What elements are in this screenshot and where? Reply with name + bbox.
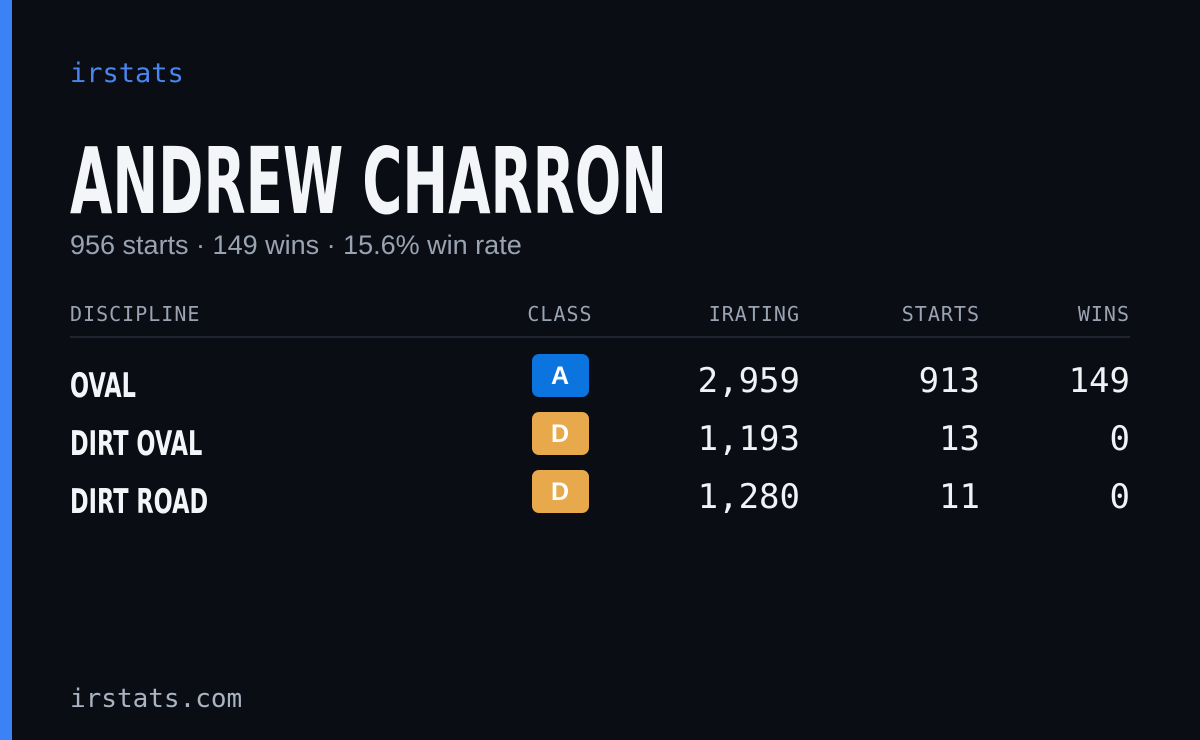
summary: 956 starts · 149 wins · 15.6% win rate: [70, 230, 522, 260]
irating: 1,193: [698, 419, 800, 459]
starts: 13: [939, 419, 980, 459]
player-name: ANDREW CHARRON: [70, 128, 667, 235]
irating: 1,280: [698, 477, 800, 517]
footer-site: irstats.com: [70, 684, 242, 714]
class-letter: D: [551, 478, 569, 506]
column-header: CLASS: [527, 302, 592, 326]
column-header: DISCIPLINE: [70, 302, 200, 326]
column-header: WINS: [1078, 302, 1130, 326]
brand: irstats: [70, 58, 184, 89]
starts: 11: [939, 477, 980, 517]
class-badge: [532, 470, 589, 513]
class-badge: [532, 354, 589, 397]
discipline: OVAL: [70, 365, 136, 405]
wins: 0: [1110, 419, 1130, 459]
discipline: DIRT ROAD: [70, 481, 208, 521]
irating: 2,959: [698, 361, 800, 401]
class-letter: D: [551, 420, 569, 448]
wins: 149: [1069, 361, 1130, 401]
column-header: STARTS: [902, 302, 980, 326]
class-badge: [532, 412, 589, 455]
class-letter: A: [551, 362, 569, 390]
column-header: IRATING: [709, 302, 800, 326]
accent-bar: [0, 0, 12, 740]
wins: 0: [1110, 477, 1130, 517]
starts: 913: [919, 361, 980, 401]
discipline: DIRT OVAL: [70, 423, 202, 463]
